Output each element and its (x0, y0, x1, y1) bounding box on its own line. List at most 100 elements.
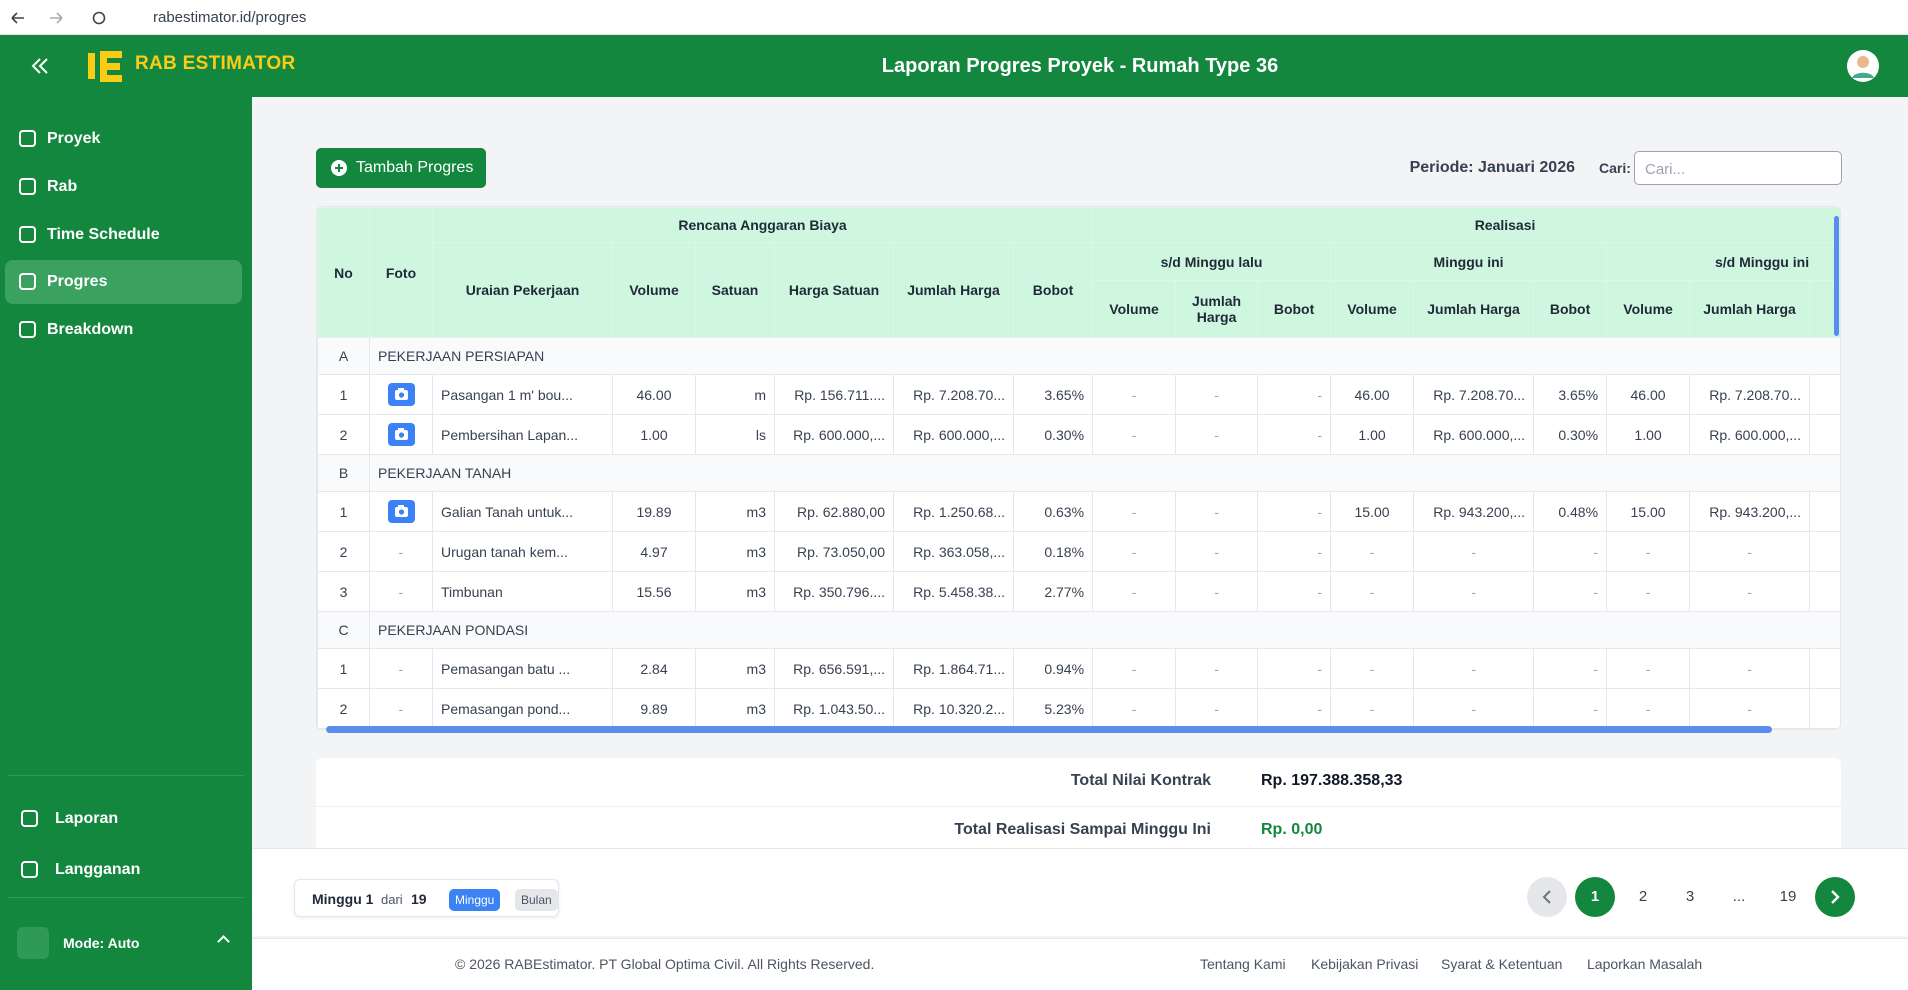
cell: - (1413, 688, 1535, 729)
table-container: No Foto Rencana Anggaran Biaya Realisasi Ura… (316, 206, 1841, 730)
total-label: Total Realisasi Sampai Minggu Ini (954, 821, 1211, 838)
nav-label: Progres (47, 273, 108, 290)
nav-item[interactable]: Rab (5, 165, 242, 209)
photo-button[interactable] (387, 500, 415, 523)
footer-link[interactable]: Tentang Kami (1200, 956, 1286, 972)
cell: Rp. 656.591,... (774, 648, 894, 689)
cell: 46.00 (1606, 374, 1691, 415)
header-row: Uraian Pekerjaan Volume Satuan Harga Satuan… (318, 242, 1840, 338)
cell: 0.18% (1012, 531, 1094, 572)
nav-item[interactable]: Breakdown (5, 308, 242, 352)
nav-item[interactable]: Langganan (5, 848, 242, 892)
item-row: 2 Pembersihan Lapan... 1.00 ls Rp. 600.000,.… (317, 414, 1840, 455)
cell: 0.30% (1809, 414, 1840, 455)
cell: 1.00 (612, 414, 696, 455)
cell: m3 (695, 688, 775, 729)
cell: Rp. 600.000,... (1413, 414, 1535, 455)
cell: - (1257, 491, 1332, 532)
avatar[interactable] (1846, 49, 1880, 83)
cell: - (1092, 414, 1177, 455)
button-label: Tambah Progres (356, 159, 474, 176)
v-scrollbar[interactable] (1834, 216, 1839, 336)
cell: 46.00 (1330, 374, 1415, 415)
cell: - (1175, 414, 1259, 455)
separator (8, 897, 244, 898)
cell: Pemasangan pond... (432, 688, 613, 729)
cell: - (1257, 688, 1332, 729)
footer-link[interactable]: Laporkan Masalah (1587, 956, 1703, 972)
th-rab-col: Satuan (695, 242, 775, 338)
cell: - (1092, 531, 1177, 572)
foto: - (369, 648, 433, 689)
page-button[interactable]: 3 (1685, 888, 1695, 905)
top-header: RAB ESTIMATOR Laporan Progres Proyek - R… (0, 35, 1908, 97)
foto: - (369, 531, 433, 572)
th-rab-col: Bobot (1012, 242, 1094, 338)
foto (369, 491, 433, 532)
cell: - (1257, 414, 1332, 455)
th-sub-col: Jumlah Harga (1413, 280, 1535, 338)
mode-toggle[interactable]: Mode: Auto (5, 921, 242, 965)
cell: 5.23% (1012, 688, 1094, 729)
cell: - (1092, 491, 1177, 532)
row-no: 1 (317, 374, 370, 415)
mode-chip[interactable]: Minggu (449, 889, 501, 911)
total-label: Total Nilai Kontrak (1070, 772, 1211, 789)
cell: 9.89 (612, 688, 696, 729)
photo-button[interactable] (387, 423, 415, 446)
footer-link[interactable]: Kebijakan Privasi (1311, 956, 1419, 972)
url[interactable]: rabestimator.id/progres (153, 9, 307, 26)
cell: - (1330, 688, 1415, 729)
section-row: B PEKERJAAN TANAH (317, 454, 1840, 492)
cell: - (1809, 571, 1840, 612)
cell: - (1330, 648, 1415, 689)
period: Periode: Januari 2026 (1409, 159, 1575, 176)
nav-icon (19, 321, 36, 338)
mode-label: Mode: Auto (63, 935, 140, 951)
page-button[interactable]: 1 (1575, 877, 1615, 917)
cell: - (1533, 648, 1608, 689)
page-button[interactable]: 2 (1638, 888, 1648, 905)
h-scrollbar[interactable] (326, 726, 1772, 733)
nav-icon (19, 130, 36, 147)
cell: m3 (695, 648, 775, 689)
cell: Pasangan 1 m' bou... (432, 374, 613, 415)
nav-item[interactable]: Time Schedule (5, 213, 242, 257)
cell: Timbunan (432, 571, 613, 612)
separator (8, 775, 244, 776)
cell: m (695, 374, 775, 415)
cell: Rp. 363.058,... (893, 531, 1014, 572)
footer: © 2026 RABEstimator. PT Global Optima Ci… (252, 938, 1908, 990)
cell: 0.48% (1533, 491, 1608, 532)
page-button[interactable]: 19 (1779, 888, 1797, 905)
cell: 2.77% (1012, 571, 1094, 612)
cell: - (1175, 648, 1259, 689)
cell: Rp. 350.796.... (774, 571, 894, 612)
th-rab-col: Jumlah Harga (893, 242, 1014, 338)
nav-item[interactable]: Laporan (5, 797, 242, 841)
search-input[interactable]: Cari... (1634, 151, 1842, 185)
page-button[interactable]: ... (1732, 888, 1746, 905)
cell: Rp. 62.880,00 (774, 491, 894, 532)
next-page[interactable] (1815, 877, 1855, 917)
nav-item[interactable]: Proyek (5, 117, 242, 161)
foto (369, 414, 433, 455)
th-no: No (317, 207, 370, 338)
cell: 19.89 (612, 491, 696, 532)
th-sub-col: Bobot (1533, 280, 1608, 338)
prev-page[interactable] (1527, 877, 1567, 917)
cell: - (1809, 688, 1840, 729)
nav-label: Proyek (47, 130, 101, 147)
mode-chip[interactable]: Bulan (515, 889, 558, 911)
cell: - (1092, 648, 1177, 689)
add-progress-button[interactable]: Tambah Progres (316, 148, 486, 188)
nav-item[interactable]: Progres (5, 260, 242, 304)
browser-controls[interactable] (10, 10, 110, 26)
cell: - (1606, 531, 1691, 572)
photo-button[interactable] (387, 383, 415, 406)
th-foto: Foto (369, 207, 433, 338)
footer-link[interactable]: Syarat & Ketentuan (1441, 956, 1563, 972)
cell: - (1689, 648, 1811, 689)
foto-empty: - (398, 660, 404, 677)
collapse-icon[interactable] (30, 56, 50, 76)
